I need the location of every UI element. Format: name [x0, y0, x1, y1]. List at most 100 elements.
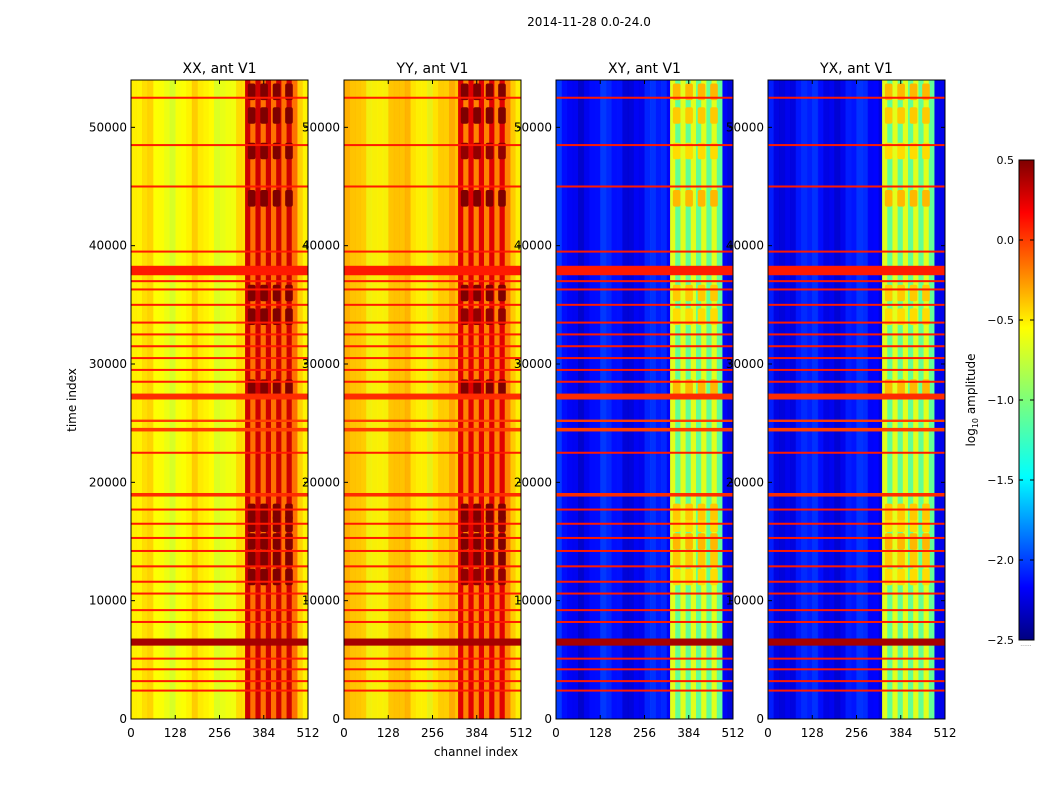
- amplitude-block: [460, 550, 469, 568]
- flagged-time-line: [556, 321, 733, 324]
- amplitude-block: [922, 83, 930, 101]
- amplitude-block: [884, 142, 893, 160]
- flagged-time-line: [768, 522, 945, 525]
- y-tick-label: 10000: [302, 594, 340, 608]
- flagged-time-line: [768, 689, 945, 692]
- flagged-time-band: [556, 393, 733, 400]
- y-tick-label: 20000: [514, 475, 552, 489]
- amplitude-block: [473, 550, 481, 568]
- x-tick-label: 512: [510, 726, 533, 740]
- flagged-time-line: [556, 96, 733, 99]
- amplitude-block: [272, 190, 281, 207]
- flagged-time-band: [556, 638, 733, 646]
- amplitude-block: [260, 379, 268, 396]
- amplitude-block: [247, 568, 256, 586]
- panel-1: XX, ant V1 0 128 256 384 512 0 10000 20000 30000 4…: [89, 61, 320, 740]
- flagged-time-line: [131, 333, 308, 336]
- amplitude-block: [285, 284, 293, 302]
- amplitude-block: [710, 550, 718, 568]
- flagged-time-line: [768, 144, 945, 147]
- flagged-time-line: [768, 345, 945, 348]
- amplitude-block: [247, 533, 256, 550]
- flagged-time-line: [768, 508, 945, 511]
- amplitude-block: [285, 533, 293, 550]
- amplitude-block: [498, 142, 506, 160]
- y-tick-label: 0: [332, 712, 340, 726]
- amplitude-block: [473, 308, 481, 325]
- amplitude-block: [473, 503, 481, 521]
- amplitude-block: [884, 379, 893, 396]
- amplitude-block: [909, 379, 918, 396]
- flagged-time-line: [131, 380, 308, 383]
- amplitude-block: [485, 83, 494, 101]
- flagged-time-band: [768, 265, 945, 276]
- x-tick-label: 512: [934, 726, 957, 740]
- amplitude-block: [247, 142, 256, 160]
- flagged-time-line: [131, 144, 308, 147]
- flagged-time-line: [556, 250, 733, 253]
- amplitude-block: [685, 190, 693, 207]
- amplitude-block: [247, 308, 256, 325]
- amplitude-block: [498, 550, 506, 568]
- y-tick-label: 30000: [726, 357, 764, 371]
- amplitude-block: [710, 107, 718, 124]
- amplitude-block: [272, 142, 281, 160]
- amplitude-block: [485, 379, 494, 396]
- flagged-time-line: [131, 303, 308, 306]
- flagged-time-line: [556, 380, 733, 383]
- amplitude-block: [460, 568, 469, 586]
- amplitude-block: [884, 550, 893, 568]
- flagged-time-line: [556, 345, 733, 348]
- amplitude-block: [498, 83, 506, 101]
- flagged-time-band: [768, 393, 945, 400]
- flagged-time-line: [344, 250, 521, 253]
- amplitude-block: [460, 190, 469, 207]
- amplitude-block: [247, 107, 256, 124]
- flagged-time-line: [556, 620, 733, 623]
- amplitude-block: [672, 533, 681, 550]
- flagged-time-line: [344, 668, 521, 671]
- y-tick-label: 10000: [726, 594, 764, 608]
- y-tick-label: 50000: [726, 120, 764, 134]
- flagged-time-band: [556, 419, 733, 422]
- amplitude-block: [909, 308, 918, 325]
- flagged-time-line: [768, 451, 945, 454]
- amplitude-block: [485, 308, 494, 325]
- amplitude-block: [247, 550, 256, 568]
- x-tick-label: 0: [552, 726, 560, 740]
- flagged-time-line: [344, 592, 521, 595]
- x-tick-label: 256: [845, 726, 868, 740]
- x-tick-label: 0: [764, 726, 772, 740]
- amplitude-block: [672, 142, 681, 160]
- amplitude-block: [685, 308, 693, 325]
- amplitude-block: [897, 142, 905, 160]
- x-tick-label: 256: [208, 726, 231, 740]
- amplitude-block: [260, 568, 268, 586]
- amplitude-block: [884, 83, 893, 101]
- flagged-time-band: [556, 492, 733, 497]
- flagged-time-line: [344, 288, 521, 291]
- flagged-time-line: [768, 357, 945, 360]
- colorbar-tick-label: −1.0: [987, 394, 1014, 407]
- flagged-time-band: [556, 265, 733, 276]
- flagged-time-line: [131, 280, 308, 283]
- amplitude-block: [285, 503, 293, 521]
- x-tick-label: 0: [127, 726, 135, 740]
- flagged-time-line: [556, 185, 733, 188]
- flagged-time-band: [344, 638, 521, 646]
- amplitude-block: [485, 142, 494, 160]
- y-tick-label: 40000: [302, 239, 340, 253]
- flagged-time-line: [556, 549, 733, 552]
- amplitude-block: [909, 83, 918, 101]
- flagged-time-line: [344, 185, 521, 188]
- flagged-time-line: [556, 333, 733, 336]
- flagged-time-line: [131, 620, 308, 623]
- flagged-time-line: [768, 368, 945, 371]
- flagged-time-band: [344, 492, 521, 497]
- x-tick-label: 128: [377, 726, 400, 740]
- amplitude-block: [672, 107, 681, 124]
- flagged-time-band: [131, 393, 308, 400]
- flagged-time-band: [556, 427, 733, 432]
- y-tick-label: 50000: [89, 120, 127, 134]
